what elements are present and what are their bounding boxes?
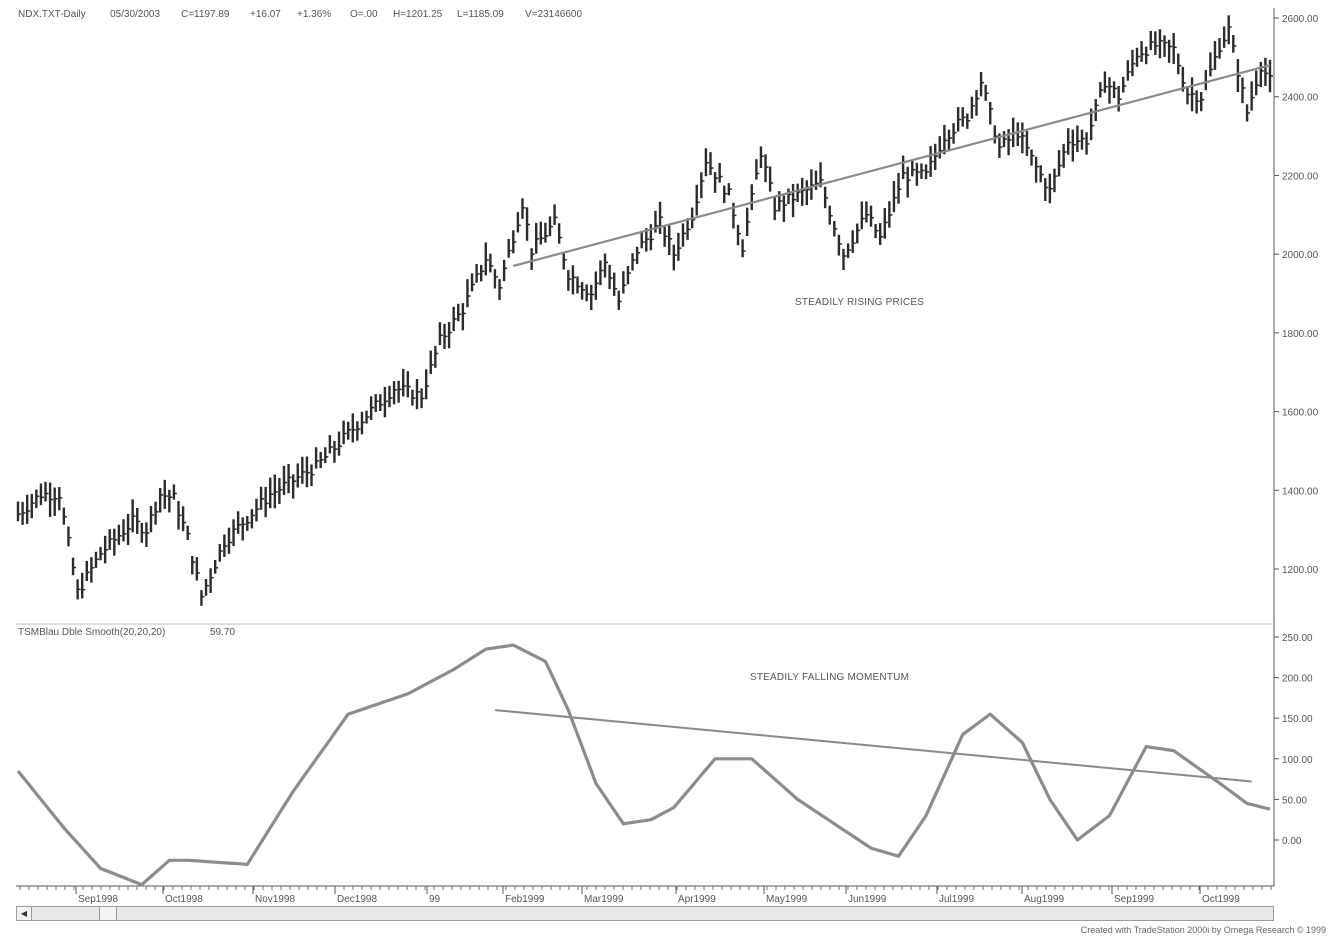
time-tick-label: Mar1999 (584, 894, 624, 905)
scroll-left-arrow-icon[interactable]: ◀ (17, 907, 32, 920)
header-open: O=.00 (350, 9, 378, 20)
price-tick-label: 2600.00 (1282, 14, 1319, 25)
horizontal-scrollbar[interactable]: ◀ (16, 906, 1274, 921)
header-close: C=1197.89 (181, 9, 230, 20)
time-tick-label: Oct1999 (1202, 894, 1240, 905)
header-volume: V=23146600 (525, 9, 582, 20)
momentum-tick-label: 150.00 (1282, 714, 1313, 725)
momentum-axis-ticks: 250.00 200.00 150.00 100.00 50.00 0.00 (1274, 633, 1313, 847)
momentum-tick-label: 200.00 (1282, 674, 1313, 685)
annotation-rising-prices: STEADILY RISING PRICES (795, 297, 924, 308)
time-tick-label: Jul1999 (939, 894, 974, 905)
price-tick-label: 1400.00 (1282, 486, 1319, 497)
header-symbol: NDX.TXT-Daily (18, 9, 86, 20)
momentum-trendline-group (494, 709, 1252, 783)
time-tick-label: Sep1999 (1114, 894, 1154, 905)
header-low: L=1185.09 (457, 9, 504, 20)
price-tick-label: 2200.00 (1282, 171, 1319, 182)
time-tick-label: Aug1999 (1024, 894, 1064, 905)
time-axis-ticks: Sep1998 Oct1998 Nov1998 Dec1998 99 Feb1999 Mar… (19, 886, 1272, 905)
time-tick-label: Nov1998 (255, 894, 295, 905)
time-tick-label: Oct1998 (165, 894, 203, 905)
header-change-pct: +1.36% (297, 9, 331, 20)
momentum-tick-label: 100.00 (1282, 755, 1313, 766)
annotation-falling-momentum: STEADILY FALLING MOMENTUM (750, 672, 909, 683)
momentum-trendline (494, 709, 1252, 783)
scrollbar-thumb[interactable] (99, 907, 117, 920)
header-high: H=1201.25 (393, 9, 443, 20)
time-tick-label: Apr1999 (678, 894, 716, 905)
header-date: 05/30/2003 (110, 9, 160, 20)
price-bars (16, 15, 1273, 606)
momentum-tick-label: 250.00 (1282, 633, 1313, 644)
momentum-line (16, 643, 1271, 887)
indicator-name: TSMBlau Dble Smooth(20,20,20) (18, 627, 165, 638)
price-axis-ticks: 2600.00 2400.00 2200.00 2000.00 1800.00 1600.… (1274, 14, 1319, 576)
time-tick-label: May1999 (766, 894, 808, 905)
momentum-tick-label: 0.00 (1282, 836, 1302, 847)
momentum-tick-label: 50.00 (1282, 795, 1307, 806)
time-tick-label: Jun1999 (848, 894, 887, 905)
time-tick-label: Feb1999 (505, 894, 545, 905)
time-tick-label: 99 (429, 894, 441, 905)
price-tick-label: 1200.00 (1282, 565, 1319, 576)
time-tick-label: Dec1998 (337, 894, 377, 905)
price-tick-label: 2000.00 (1282, 250, 1319, 261)
price-trendline (513, 64, 1271, 268)
indicator-value: 59.70 (210, 627, 235, 638)
credit-text: Created with TradeStation 2000i by Omega… (1081, 925, 1326, 935)
time-tick-label: Sep1998 (78, 894, 118, 905)
price-tick-label: 2400.00 (1282, 93, 1319, 104)
price-trendline-group (513, 64, 1271, 268)
momentum-line-group (16, 643, 1271, 887)
header-change: +16.07 (250, 9, 281, 20)
price-tick-label: 1800.00 (1282, 329, 1319, 340)
price-tick-label: 1600.00 (1282, 408, 1319, 419)
